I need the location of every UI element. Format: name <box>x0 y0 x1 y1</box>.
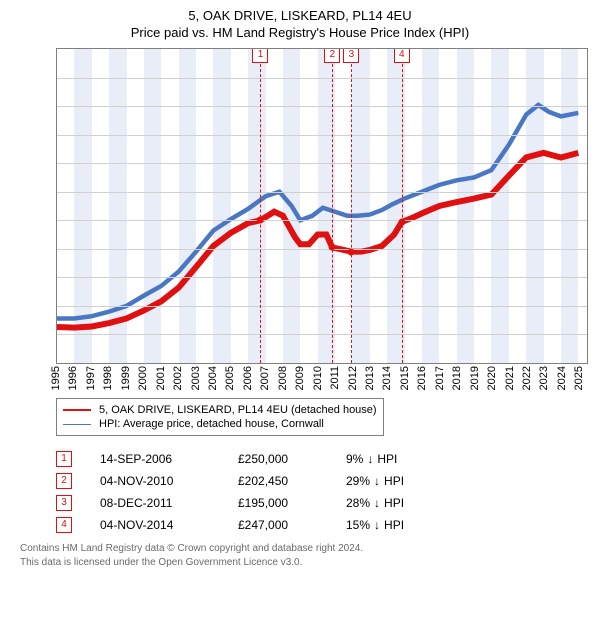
x-tick-label: 2015 <box>399 366 411 390</box>
chart-lines <box>57 49 587 363</box>
x-tick-label: 2011 <box>329 366 341 390</box>
legend-label-property: 5, OAK DRIVE, LISKEARD, PL14 4EU (detach… <box>99 404 377 416</box>
plot-area: £0£50K£100K£150K£200K£250K£300K£350K£400… <box>56 48 588 364</box>
x-tick-label: 2000 <box>137 366 149 390</box>
gridline <box>57 277 587 278</box>
tx-marker: 4 <box>56 517 72 533</box>
sale-marker-line <box>351 49 352 363</box>
x-tick-label: 2009 <box>294 366 306 390</box>
x-tick-label: 2012 <box>347 366 359 390</box>
transactions-table: 1 14-SEP-2006 £250,000 9% ↓ HPI 2 04-NOV-2010… <box>56 448 592 536</box>
x-tick-label: 2008 <box>277 366 289 390</box>
legend-row-hpi: HPI: Average price, detached house, Corn… <box>63 417 377 431</box>
x-tick-label: 2024 <box>556 366 568 390</box>
x-tick-label: 1998 <box>102 366 114 390</box>
arrow-down-icon: ↓ <box>374 518 380 532</box>
sale-marker-line <box>332 49 333 363</box>
chart-container: 5, OAK DRIVE, LISKEARD, PL14 4EU Price p… <box>0 0 600 573</box>
x-tick-label: 2020 <box>486 366 498 390</box>
x-tick-label: 2018 <box>451 366 463 390</box>
chart-title-subtitle: Price paid vs. HM Land Registry's House … <box>8 25 592 40</box>
x-tick-label: 2004 <box>207 366 219 390</box>
x-tick-label: 2006 <box>242 366 254 390</box>
tx-marker: 2 <box>56 473 72 489</box>
gridline <box>57 192 587 193</box>
plot-outer: £0£50K£100K£150K£200K£250K£300K£350K£400… <box>56 48 588 388</box>
x-tick-label: 2023 <box>538 366 550 390</box>
x-tick-label: 2017 <box>434 366 446 390</box>
x-tick-label: 2019 <box>469 366 481 390</box>
tx-diff: 15% ↓ HPI <box>346 518 436 532</box>
x-tick-label: 2013 <box>364 366 376 390</box>
arrow-down-icon: ↓ <box>374 474 380 488</box>
x-tick-label: 2022 <box>521 366 533 390</box>
gridline <box>57 163 587 164</box>
x-tick-label: 2025 <box>573 366 585 390</box>
tx-diff: 28% ↓ HPI <box>346 496 436 510</box>
tx-diff: 29% ↓ HPI <box>346 474 436 488</box>
gridline <box>57 106 587 107</box>
tx-date: 14-SEP-2006 <box>100 452 210 466</box>
x-tick-label: 1997 <box>85 366 97 390</box>
x-tick-label: 1995 <box>50 366 62 390</box>
sale-dot <box>348 248 355 255</box>
tx-price: £195,000 <box>238 496 318 510</box>
gridline <box>57 249 587 250</box>
series-line <box>57 105 578 319</box>
legend: 5, OAK DRIVE, LISKEARD, PL14 4EU (detach… <box>56 398 384 436</box>
sale-dot <box>398 218 405 225</box>
tx-price: £247,000 <box>238 518 318 532</box>
sale-marker-box: 3 <box>343 48 359 63</box>
gridline <box>57 135 587 136</box>
transaction-row: 2 04-NOV-2010 £202,450 29% ↓ HPI <box>56 470 592 492</box>
legend-row-property: 5, OAK DRIVE, LISKEARD, PL14 4EU (detach… <box>63 403 377 417</box>
tx-date: 04-NOV-2014 <box>100 518 210 532</box>
x-tick-label: 1996 <box>67 366 79 390</box>
tx-price: £250,000 <box>238 452 318 466</box>
legend-label-hpi: HPI: Average price, detached house, Corn… <box>99 418 324 430</box>
transaction-row: 4 04-NOV-2014 £247,000 15% ↓ HPI <box>56 514 592 536</box>
sale-dot <box>257 217 264 224</box>
footer-line1: Contains HM Land Registry data © Crown c… <box>20 542 592 556</box>
legend-swatch-property <box>63 409 91 411</box>
transaction-row: 3 08-DEC-2011 £195,000 28% ↓ HPI <box>56 492 592 514</box>
tx-marker: 1 <box>56 451 72 467</box>
footer-line2: This data is licensed under the Open Gov… <box>20 556 592 570</box>
tx-marker: 3 <box>56 495 72 511</box>
legend-swatch-hpi <box>63 424 91 425</box>
x-tick-label: 2010 <box>312 366 324 390</box>
gridline <box>57 306 587 307</box>
tx-price: £202,450 <box>238 474 318 488</box>
tx-diff: 9% ↓ HPI <box>346 452 436 466</box>
chart-title-address: 5, OAK DRIVE, LISKEARD, PL14 4EU <box>8 8 592 23</box>
arrow-down-icon: ↓ <box>374 496 380 510</box>
x-tick-label: 2016 <box>416 366 428 390</box>
sale-marker-box: 1 <box>252 48 268 63</box>
arrow-down-icon: ↓ <box>367 452 373 466</box>
x-tick-label: 2002 <box>172 366 184 390</box>
gridline <box>57 334 587 335</box>
x-tick-label: 2001 <box>155 366 167 390</box>
gridline <box>57 220 587 221</box>
x-tick-label: 2014 <box>381 366 393 390</box>
x-axis-labels: 1995199619971998199920002001200220032004… <box>56 364 588 388</box>
x-tick-label: 2003 <box>190 366 202 390</box>
x-tick-label: 1999 <box>120 366 132 390</box>
footer-attribution: Contains HM Land Registry data © Crown c… <box>20 542 592 569</box>
x-tick-label: 2021 <box>504 366 516 390</box>
transaction-row: 1 14-SEP-2006 £250,000 9% ↓ HPI <box>56 448 592 470</box>
sale-marker-box: 4 <box>394 48 410 63</box>
tx-date: 08-DEC-2011 <box>100 496 210 510</box>
sale-marker-line <box>402 49 403 363</box>
tx-date: 04-NOV-2010 <box>100 474 210 488</box>
sale-dot <box>329 244 336 251</box>
sale-marker-line <box>260 49 261 363</box>
x-tick-label: 2007 <box>259 366 271 390</box>
gridline <box>57 78 587 79</box>
sale-marker-box: 2 <box>324 48 340 63</box>
x-tick-label: 2005 <box>224 366 236 390</box>
